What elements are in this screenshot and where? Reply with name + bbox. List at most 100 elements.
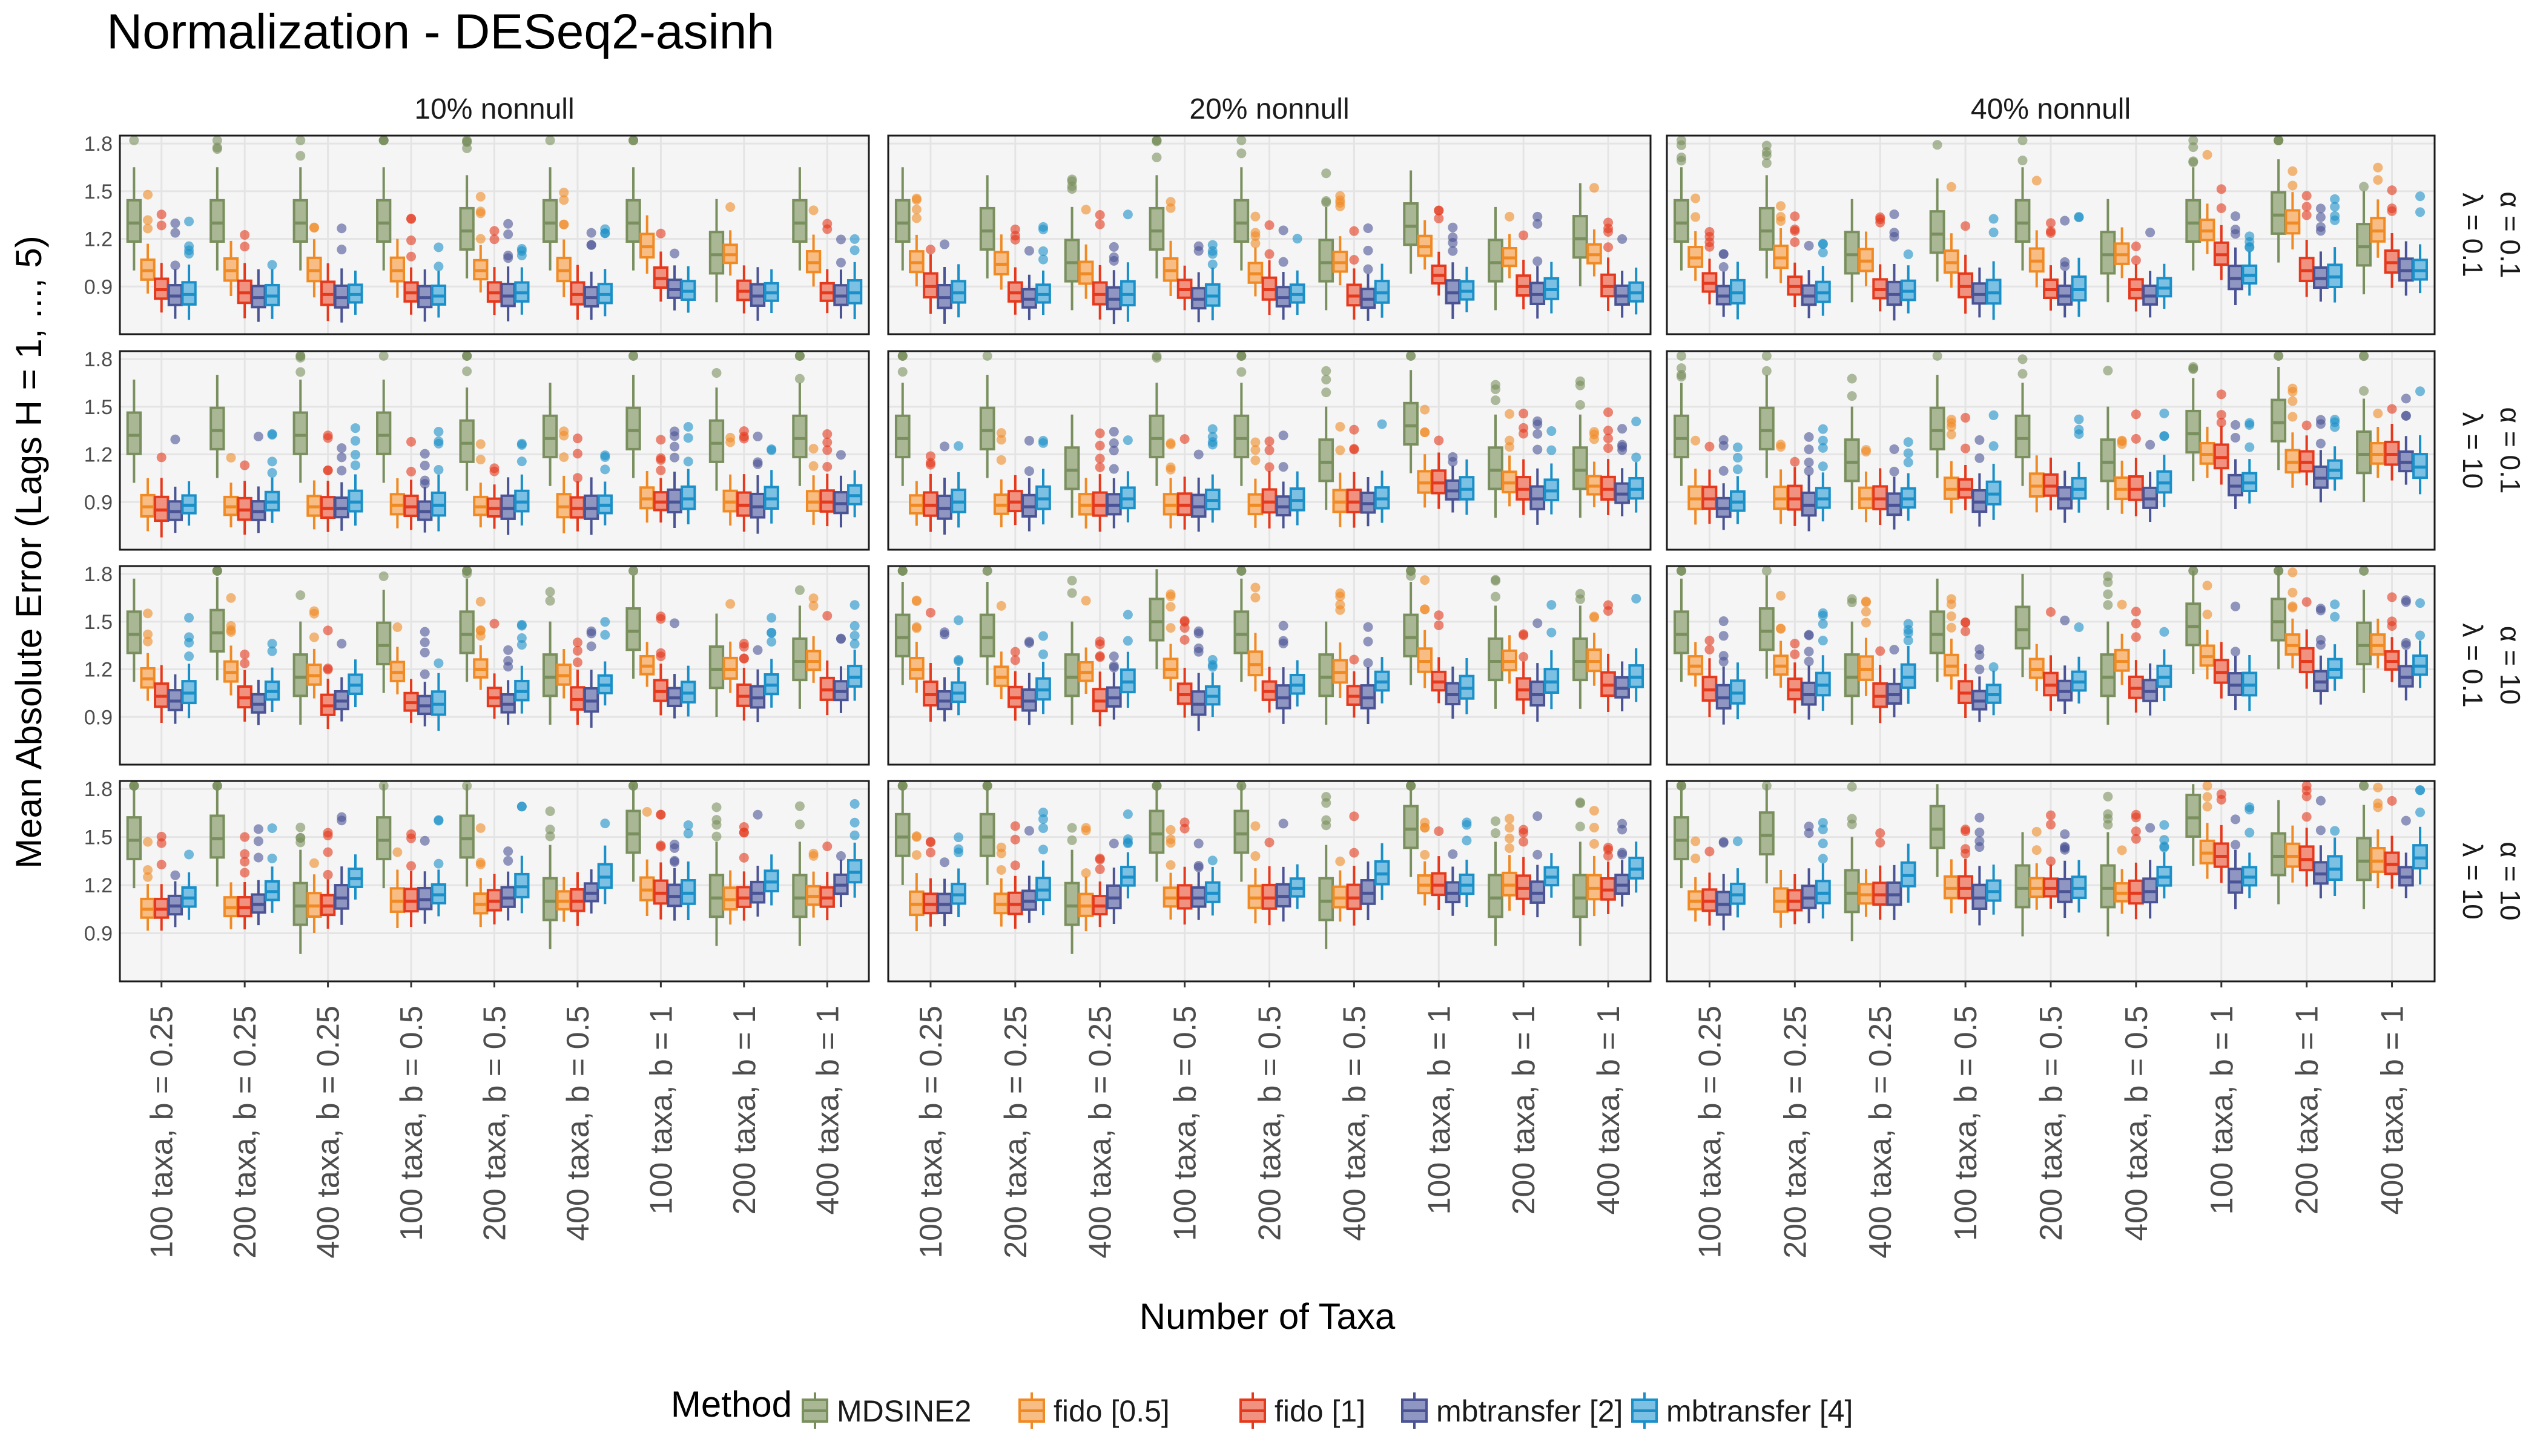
outlier-point: [253, 852, 263, 863]
outlier-point: [2103, 600, 2113, 610]
outlier-point: [1250, 593, 1261, 603]
boxplot-mbtransfer-4-: [1120, 435, 1136, 522]
outlier-point: [2387, 185, 2397, 196]
outlier-point: [2330, 599, 2340, 610]
outlier-point: [2387, 621, 2397, 631]
boxplot-mdsine2: [2271, 351, 2287, 470]
outlier-point: [184, 241, 194, 251]
boxplot-fido-0-5-: [223, 240, 239, 296]
outlier-point: [323, 847, 333, 857]
outlier-point: [2274, 565, 2284, 576]
outlier-point: [1961, 844, 1971, 854]
boxplot-mbtransfer-4-: [1035, 631, 1051, 714]
outlier-point: [1123, 435, 1133, 446]
outlier-point: [1847, 594, 1857, 604]
outlier-point: [940, 627, 950, 637]
outlier-point: [1321, 374, 1331, 384]
outlier-point: [1250, 821, 1261, 831]
outlier-point: [794, 801, 805, 811]
outlier-point: [1335, 421, 1345, 432]
outlier-point: [1875, 646, 1885, 656]
outlier-point: [1761, 140, 1772, 151]
outlier-point: [295, 351, 306, 361]
outlier-point: [545, 825, 555, 835]
box-body: [894, 812, 911, 857]
outlier-point: [1123, 636, 1133, 646]
outlier-point: [822, 462, 833, 472]
boxplot-fido-0-5-: [1943, 594, 1959, 690]
outlier-point: [240, 832, 250, 842]
outlier-point: [1081, 823, 1091, 833]
outlier-point: [1434, 826, 1444, 836]
y-tick-label: 1.8: [84, 563, 113, 586]
y-tick-label: 1.8: [84, 133, 113, 156]
boxplot-fido-0-5-: [1858, 444, 1874, 522]
outlier-point: [1321, 366, 1331, 376]
facet-row-label-lambda: λ = 10: [2457, 412, 2489, 489]
outlier-point: [2301, 210, 2312, 220]
box-body: [542, 414, 558, 459]
outlier-point: [1617, 442, 1628, 452]
outlier-point: [982, 565, 992, 576]
outlier-point: [1166, 203, 1176, 213]
outlier-point: [656, 228, 666, 239]
boxplot-fido-0-5-: [223, 593, 239, 696]
y-tick-label: 0.9: [84, 491, 113, 514]
boxplot-mdsine2: [542, 587, 558, 725]
legend-item-mbtransfer-4-: mbtransfer [4]: [1631, 1392, 1853, 1429]
outlier-point: [1903, 636, 1913, 646]
outlier-point: [295, 367, 306, 377]
outlier-point: [1236, 148, 1247, 159]
box-body: [1844, 869, 1860, 914]
outlier-point: [2216, 410, 2226, 420]
boxplot-fido-0-5-: [2370, 162, 2386, 258]
outlier-point: [545, 806, 555, 816]
outlier-point: [267, 639, 277, 649]
outlier-point: [240, 658, 250, 668]
outlier-point: [143, 865, 153, 875]
boxplot-mbtransfer-4-: [2156, 408, 2172, 507]
outlier-point: [1704, 226, 1715, 237]
boxplot-mbtransfer-2-: [2312, 415, 2329, 502]
boxplot-mdsine2: [894, 167, 911, 271]
y-tick-label: 1.5: [84, 826, 113, 849]
boxplot-fido-0-5-: [993, 428, 1009, 527]
boxplot-mdsine2: [209, 780, 225, 887]
outlier-point: [808, 593, 819, 604]
outlier-point: [1166, 860, 1176, 870]
outlier-point: [2415, 785, 2426, 796]
outlier-point: [1067, 176, 1077, 186]
outlier-point: [2373, 162, 2383, 173]
boxplot-fido-1-: [1007, 647, 1023, 721]
facet-panel: [1666, 134, 2436, 335]
boxplot-fido-1-: [1346, 226, 1362, 320]
boxplot-fido-0-5-: [993, 842, 1009, 927]
outlier-point: [1988, 662, 1999, 672]
box-body: [1403, 401, 1419, 446]
boxplot-fido-1-: [2384, 592, 2400, 682]
outlier-point: [739, 828, 749, 838]
boxplot-mbtransfer-2-: [1715, 249, 1732, 317]
outlier-point: [1804, 444, 1814, 455]
outlier-point: [1961, 626, 1971, 636]
y-tick-label: 1.8: [84, 348, 113, 371]
boxplot-mbtransfer-2-: [583, 228, 599, 320]
outlier-point: [337, 452, 347, 463]
boxplot-mdsine2: [625, 135, 641, 271]
x-tick-label: 100 taxa, b = 0.5: [1948, 1006, 1984, 1241]
outlier-point: [2131, 618, 2141, 628]
outlier-point: [2231, 647, 2241, 657]
outlier-point: [1946, 622, 1956, 633]
outlier-point: [2274, 351, 2284, 361]
boxplot-fido-0-5-: [2028, 644, 2045, 691]
box-body: [1844, 653, 1860, 697]
outlier-point: [1804, 822, 1814, 832]
outlier-point: [2287, 180, 2298, 191]
outlier-point: [1491, 395, 1501, 406]
boxplot-fido-0-5-: [1417, 404, 1433, 508]
outlier-point: [2415, 630, 2426, 641]
outlier-point: [1988, 214, 1999, 224]
box-body: [1064, 239, 1080, 283]
outlier-point: [1067, 575, 1077, 585]
box-body: [1233, 414, 1250, 459]
